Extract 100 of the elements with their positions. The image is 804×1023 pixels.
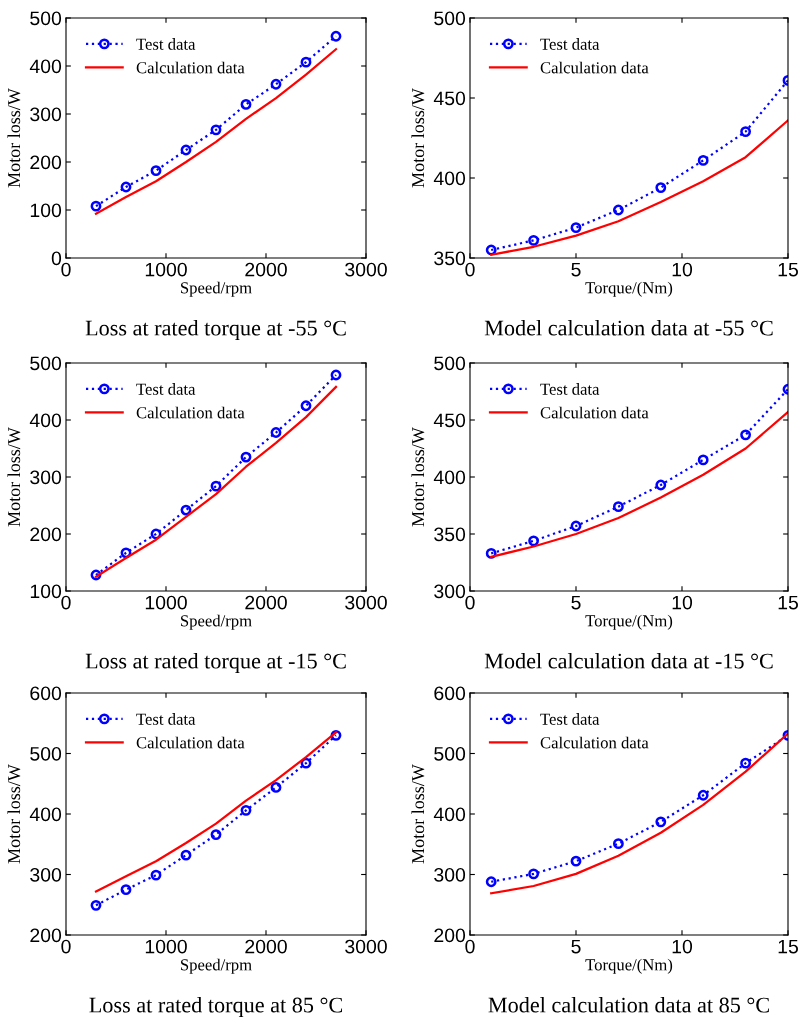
y-axis-title: Motor loss/W [411,764,425,864]
x-tick-label: 15 [778,595,798,610]
text: Loss at rated torque at 85 °C [89,996,343,1018]
x-tick-label: 3000 [345,595,387,610]
y-axis-title: Motor loss/W [7,764,21,864]
y-tick-label: 300 [30,867,62,882]
y-tick-label: 200 [30,527,62,542]
y-axis-title: Motor loss/W [7,88,21,188]
legend-label: Test data [136,383,196,395]
x-axis-title: Torque/(Nm) [585,614,673,630]
y-tick-label: 500 [30,746,62,761]
point [570,855,582,867]
x-tick-label: 10 [672,939,693,954]
point [270,78,282,90]
point [270,781,282,793]
legend-label: Calculation data [136,61,245,74]
point [240,98,252,110]
y-tick-label: 200 [30,928,62,943]
y-tick-label: 100 [30,584,62,599]
text: Model calculation data at -55 °C [484,319,773,336]
x-axis-title: Speed/rpm [181,614,252,630]
point [697,154,709,166]
y-tick-label: 300 [30,107,62,122]
point [180,144,192,156]
legend-label: Test data [540,383,600,395]
y-axis-title: Motor loss/W [411,88,425,188]
x-tick-label: 5 [571,939,581,954]
y-tick-label: 500 [30,356,62,371]
y-tick-label: 350 [434,251,466,266]
point [697,454,709,466]
y-tick-label: 400 [433,807,466,822]
point [740,757,752,769]
x-tick-label: 5 [571,595,581,610]
y-tick-label: 300 [30,470,62,485]
y-tick-label: 500 [434,746,466,761]
y-tick-label: 100 [30,203,62,218]
y-tick-label: 0 [51,251,62,266]
point [240,804,252,816]
y-tick-label: 300 [434,584,466,599]
y-tick-label: 400 [433,171,466,186]
legend-label: Test data [540,713,600,725]
x-tick-label: 1000 [145,595,187,610]
point [740,126,752,138]
legend-label: Test data [540,38,600,50]
legend-label: Calculation data [136,406,245,419]
text: Loss at rated torque at -55 °C [85,319,346,341]
legend-label: Calculation data [136,736,245,749]
y-tick-label: 500 [434,11,466,26]
point [612,204,624,216]
y-axis-title: Motor loss/W [411,427,425,527]
y-tick-label: 500 [434,356,466,371]
point [740,429,752,441]
point [90,200,102,212]
point [270,427,282,438]
x-tick-label: 2000 [245,262,287,277]
point [90,569,102,581]
x-tick-label: 1000 [145,939,187,954]
point [210,480,222,492]
y-tick-label: 450 [433,91,466,106]
point [655,816,667,828]
x-axis-title: Speed/rpm [181,281,252,297]
y-tick-label: 500 [30,11,62,26]
point [528,868,540,880]
point [697,789,709,801]
x-tick-label: 10 [672,262,693,277]
point [612,501,624,513]
point [300,56,312,68]
x-tick-label: 5 [571,262,581,277]
point [150,165,162,177]
x-tick-label: 3000 [345,939,387,954]
x-tick-label: 2000 [245,595,287,610]
point [210,829,222,840]
x-axis-title: Torque/(Nm) [585,281,673,297]
x-tick-label: 1000 [145,262,187,277]
point [528,535,540,547]
point [528,234,540,246]
point [240,451,252,463]
y-tick-label: 400 [29,59,62,74]
x-tick-label: 15 [778,262,798,277]
point [570,222,582,234]
point [330,30,342,42]
point [330,369,342,381]
point [570,520,582,532]
point [150,869,162,881]
point [180,849,192,861]
x-tick-label: 10 [672,595,693,610]
legend-label: Calculation data [540,61,649,74]
point [90,899,102,911]
point [120,884,132,896]
x-tick-label: 3000 [345,262,387,277]
y-tick-label: 450 [433,413,466,428]
point [655,479,667,491]
y-tick-label: 400 [29,413,62,428]
y-tick-label: 350 [434,527,466,542]
legend-label: Test data [136,713,196,725]
y-tick-label: 600 [30,686,62,701]
text: Model calculation data at -15 °C [484,652,773,669]
legend-label: Test data [136,38,196,50]
point [180,504,192,516]
y-tick-label: 400 [433,470,466,485]
